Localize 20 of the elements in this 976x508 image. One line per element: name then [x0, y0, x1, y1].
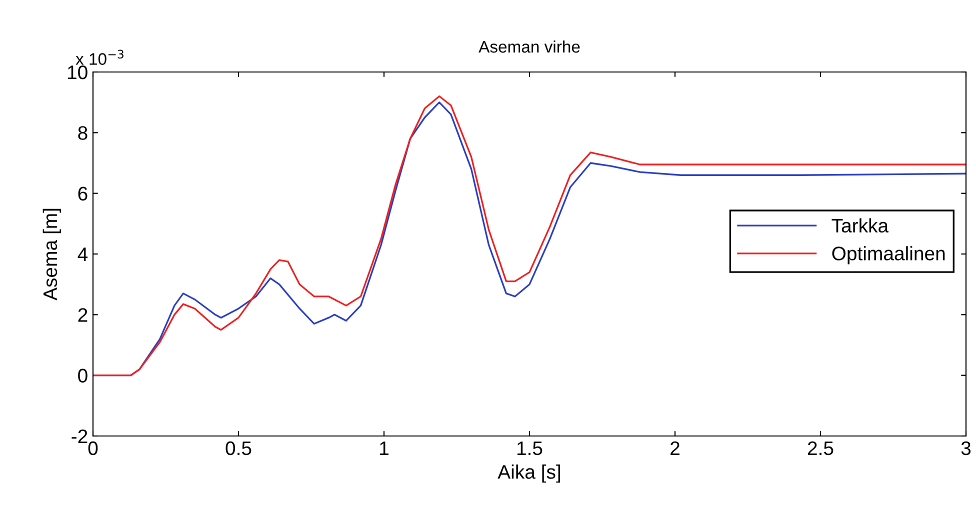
x-tick-label: 1	[380, 442, 388, 455]
y-tick-label: 8	[78, 126, 88, 140]
y-tick-label: 4	[78, 248, 88, 262]
chart-title: Aseman virhe	[478, 40, 580, 53]
x-tick-label: 0.5	[226, 441, 252, 456]
x-tick-label: 3	[961, 441, 971, 456]
y-tick-label: 10	[68, 65, 88, 80]
text: x 10$^{−3}$	[76, 50, 124, 65]
x-tick-label: 0	[88, 441, 98, 456]
x-axis-title: Aika [s]	[498, 464, 560, 483]
x-tick-label: 2.5	[808, 441, 834, 456]
y-tick-label: 2	[78, 308, 88, 322]
legend-label: Tarkka	[832, 218, 889, 233]
y-tick-label: -2	[72, 429, 88, 444]
y-axis-title: Asema [m]	[42, 208, 61, 300]
x-tick-label: 1.5	[517, 442, 542, 456]
y-tick-label: 0	[78, 368, 88, 383]
legend-label: Optimaalinen	[832, 246, 945, 264]
x-tick-label: 2	[670, 441, 680, 455]
y-tick-label: 6	[78, 186, 88, 201]
